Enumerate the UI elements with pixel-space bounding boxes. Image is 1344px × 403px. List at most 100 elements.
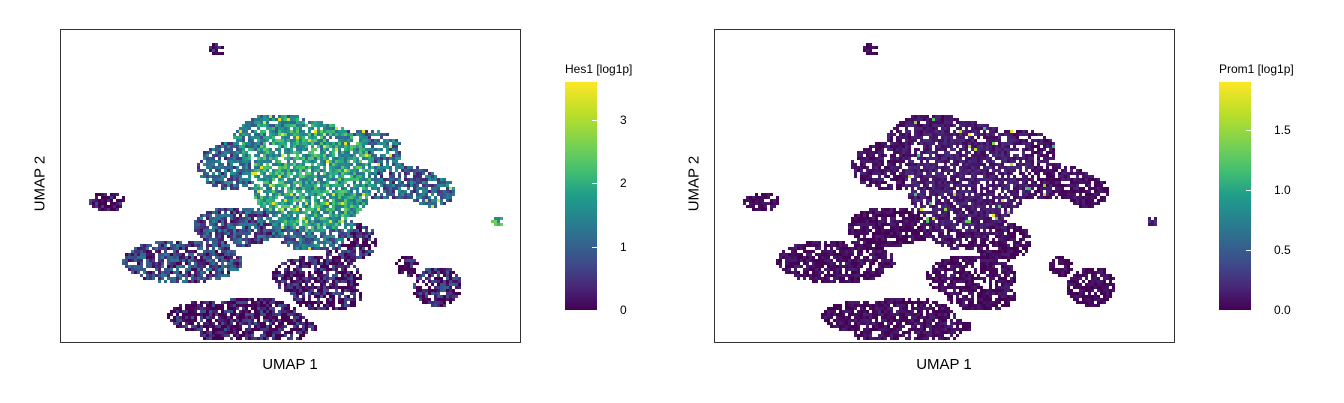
cell-point — [350, 289, 353, 292]
cell-point — [209, 169, 212, 172]
cell-point — [752, 199, 755, 202]
cell-point — [983, 154, 986, 157]
cell-point — [317, 280, 320, 283]
cell-point — [305, 166, 308, 169]
cell-point — [209, 217, 212, 220]
cell-point — [263, 223, 266, 226]
cell-point — [320, 130, 323, 133]
cell-point — [317, 229, 320, 232]
cell-point — [1085, 178, 1088, 181]
cell-point — [143, 247, 146, 250]
cell-point — [203, 331, 206, 334]
cell-point — [1049, 175, 1052, 178]
cell-point — [353, 283, 356, 286]
cell-point — [932, 127, 935, 130]
cell-point — [890, 187, 893, 190]
cell-point — [992, 196, 995, 199]
cell-point — [272, 115, 275, 118]
cell-point — [326, 268, 329, 271]
cell-point — [323, 208, 326, 211]
cell-point — [206, 316, 209, 319]
cell-point — [1016, 178, 1019, 181]
cell-point — [221, 235, 224, 238]
cell-point — [920, 127, 923, 130]
cell-point — [302, 124, 305, 127]
cell-point — [266, 160, 269, 163]
cell-point — [317, 226, 320, 229]
cell-point — [338, 148, 341, 151]
cell-point — [302, 154, 305, 157]
cell-point — [206, 154, 209, 157]
cell-point — [371, 160, 374, 163]
cell-point — [434, 301, 437, 304]
cell-point — [272, 205, 275, 208]
cell-point — [359, 151, 362, 154]
cell-point — [248, 160, 251, 163]
cell-point — [1019, 142, 1022, 145]
cell-point — [338, 301, 341, 304]
cell-point — [872, 151, 875, 154]
cell-point — [320, 289, 323, 292]
cell-point — [203, 256, 206, 259]
cell-point — [923, 115, 926, 118]
cell-point — [335, 250, 338, 253]
cell-point — [908, 142, 911, 145]
cell-point — [320, 205, 323, 208]
cell-point — [353, 274, 356, 277]
cell-point — [419, 295, 422, 298]
cell-point — [1037, 151, 1040, 154]
cell-point — [1055, 169, 1058, 172]
cell-point — [191, 256, 194, 259]
cell-point — [266, 334, 269, 337]
cell-point — [293, 199, 296, 202]
cell-point — [239, 136, 242, 139]
cell-point — [209, 229, 212, 232]
cell-point — [278, 184, 281, 187]
cell-point — [275, 169, 278, 172]
cell-point — [944, 151, 947, 154]
cell-point — [203, 307, 206, 310]
cell-point — [875, 163, 878, 166]
cell-point — [227, 310, 230, 313]
cell-point — [290, 187, 293, 190]
cell-point — [899, 148, 902, 151]
cell-point — [944, 157, 947, 160]
cell-point — [176, 316, 179, 319]
cell-point — [104, 196, 107, 199]
cell-point — [284, 169, 287, 172]
cell-point — [422, 178, 425, 181]
cell-point — [938, 142, 941, 145]
cell-point — [947, 124, 950, 127]
cell-point — [233, 178, 236, 181]
cell-point — [872, 52, 875, 55]
cell-point — [302, 184, 305, 187]
cell-point — [257, 232, 260, 235]
cell-point — [371, 157, 374, 160]
cell-point — [326, 277, 329, 280]
cell-point — [446, 190, 449, 193]
cell-point — [440, 277, 443, 280]
cell-point — [266, 169, 269, 172]
cell-point — [212, 250, 215, 253]
cell-point — [269, 310, 272, 313]
cell-point — [1022, 163, 1025, 166]
cell-point — [380, 196, 383, 199]
cell-point — [296, 301, 299, 304]
cell-point — [335, 193, 338, 196]
cell-point — [140, 274, 143, 277]
cell-point — [986, 166, 989, 169]
cell-point — [197, 265, 200, 268]
cell-point — [251, 130, 254, 133]
cell-point — [302, 205, 305, 208]
cell-point — [293, 310, 296, 313]
cell-point — [176, 280, 179, 283]
cell-point — [878, 145, 881, 148]
cell-point — [329, 127, 332, 130]
cell-point — [233, 145, 236, 148]
cell-point — [359, 193, 362, 196]
cell-point — [866, 52, 869, 55]
cell-point — [1025, 175, 1028, 178]
cell-point — [962, 169, 965, 172]
cell-point — [275, 163, 278, 166]
cell-point — [386, 163, 389, 166]
